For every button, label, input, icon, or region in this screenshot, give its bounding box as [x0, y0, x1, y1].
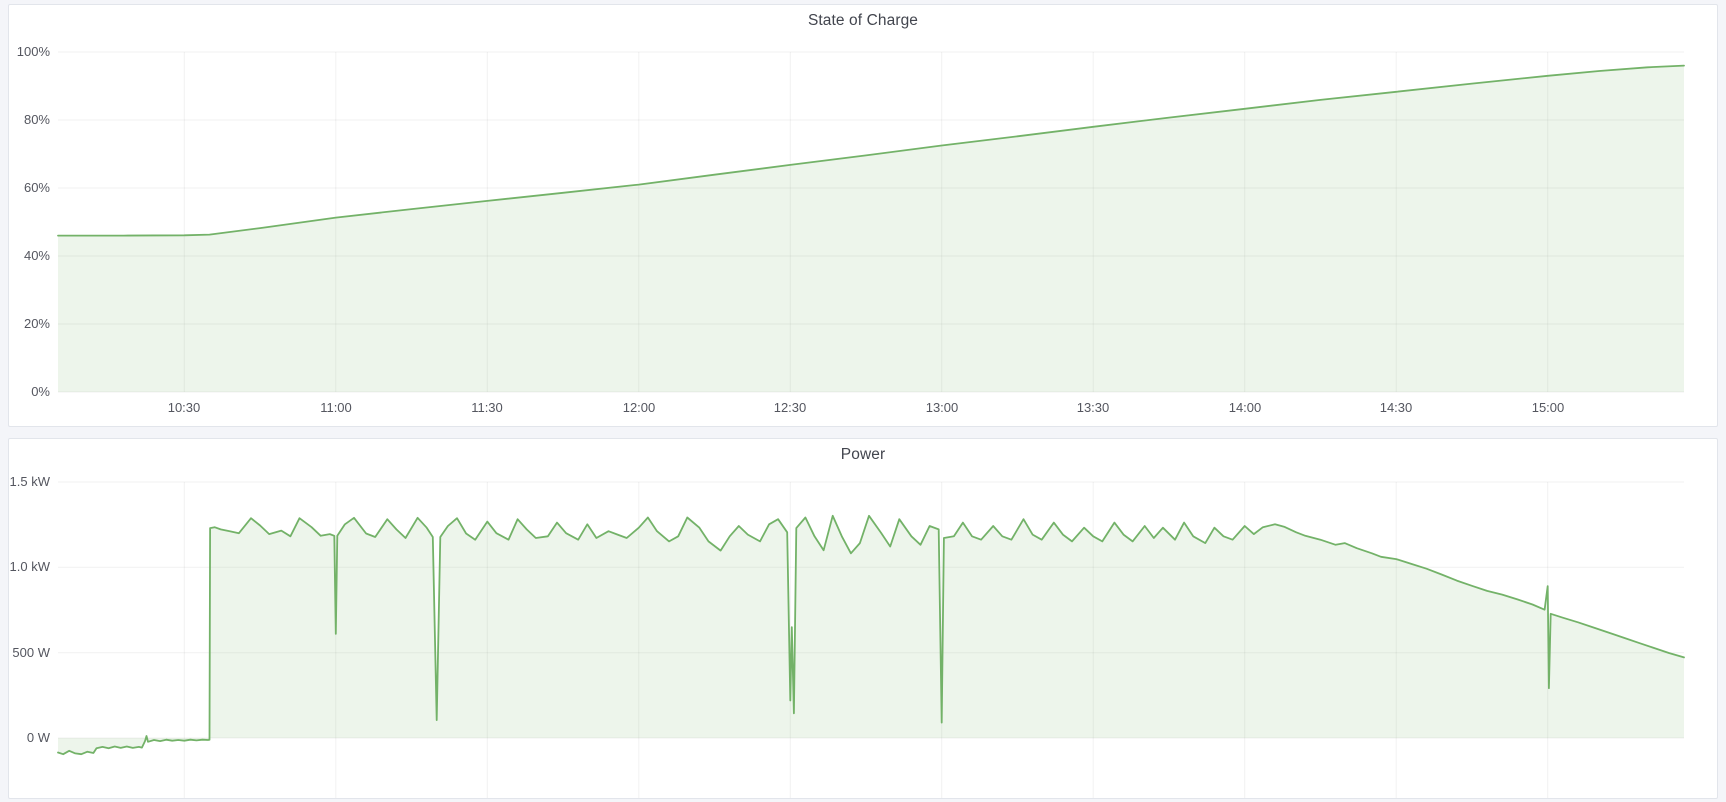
power-y-axis-tick-label: 1.0 kW [9, 559, 50, 574]
panel-title-state-of-charge[interactable]: State of Charge [807, 12, 919, 29]
soc-y-axis-tick-label: 0% [31, 384, 50, 399]
soc-series-line [57, 64, 1685, 237]
panel-power: Power 1.5 kW 1.0 kW 500 W 0 W [8, 438, 1718, 799]
soc-y-axis-tick-label: 20% [23, 316, 50, 331]
soc-x-axis-tick-label: 10:30 [167, 400, 201, 415]
soc-x-axis-tick-label: 14:30 [1379, 400, 1413, 415]
soc-x-axis-tick-label: 12:30 [773, 400, 807, 415]
soc-x-axis-tick-label: 13:30 [1076, 400, 1110, 415]
soc-y-axis-tick-label: 80% [23, 112, 50, 127]
power-series-line [57, 514, 1685, 756]
panel-state-of-charge: State of Charge 100% 80% 60% 40% 20% 0% 10:30 1… [8, 4, 1718, 427]
soc-y-axis-tick-label: 60% [23, 180, 50, 195]
soc-x-axis-tick-label: 11:00 [320, 400, 352, 415]
soc-y-axis-tick-label: 40% [23, 248, 50, 263]
soc-x-axis-tick-label: 15:00 [1531, 400, 1565, 415]
soc-x-axis-tick-label: 13:00 [925, 400, 959, 415]
soc-chart[interactable] [9, 5, 1717, 426]
panel-title-power[interactable]: Power [840, 446, 886, 463]
soc-x-axis-tick-label: 12:00 [622, 400, 656, 415]
power-y-axis-tick-label: 0 W [26, 730, 50, 745]
power-y-axis-tick-label: 1.5 kW [9, 474, 50, 489]
power-y-axis-tick-label: 500 W [12, 645, 50, 660]
power-area-fill [58, 515, 1684, 755]
soc-area-fill [58, 65, 1684, 392]
soc-x-axis-tick-label: 14:00 [1228, 400, 1262, 415]
soc-y-axis-tick-label: 100% [16, 44, 50, 59]
power-chart[interactable] [9, 439, 1717, 798]
soc-x-axis-tick-label: 11:30 [471, 400, 503, 415]
